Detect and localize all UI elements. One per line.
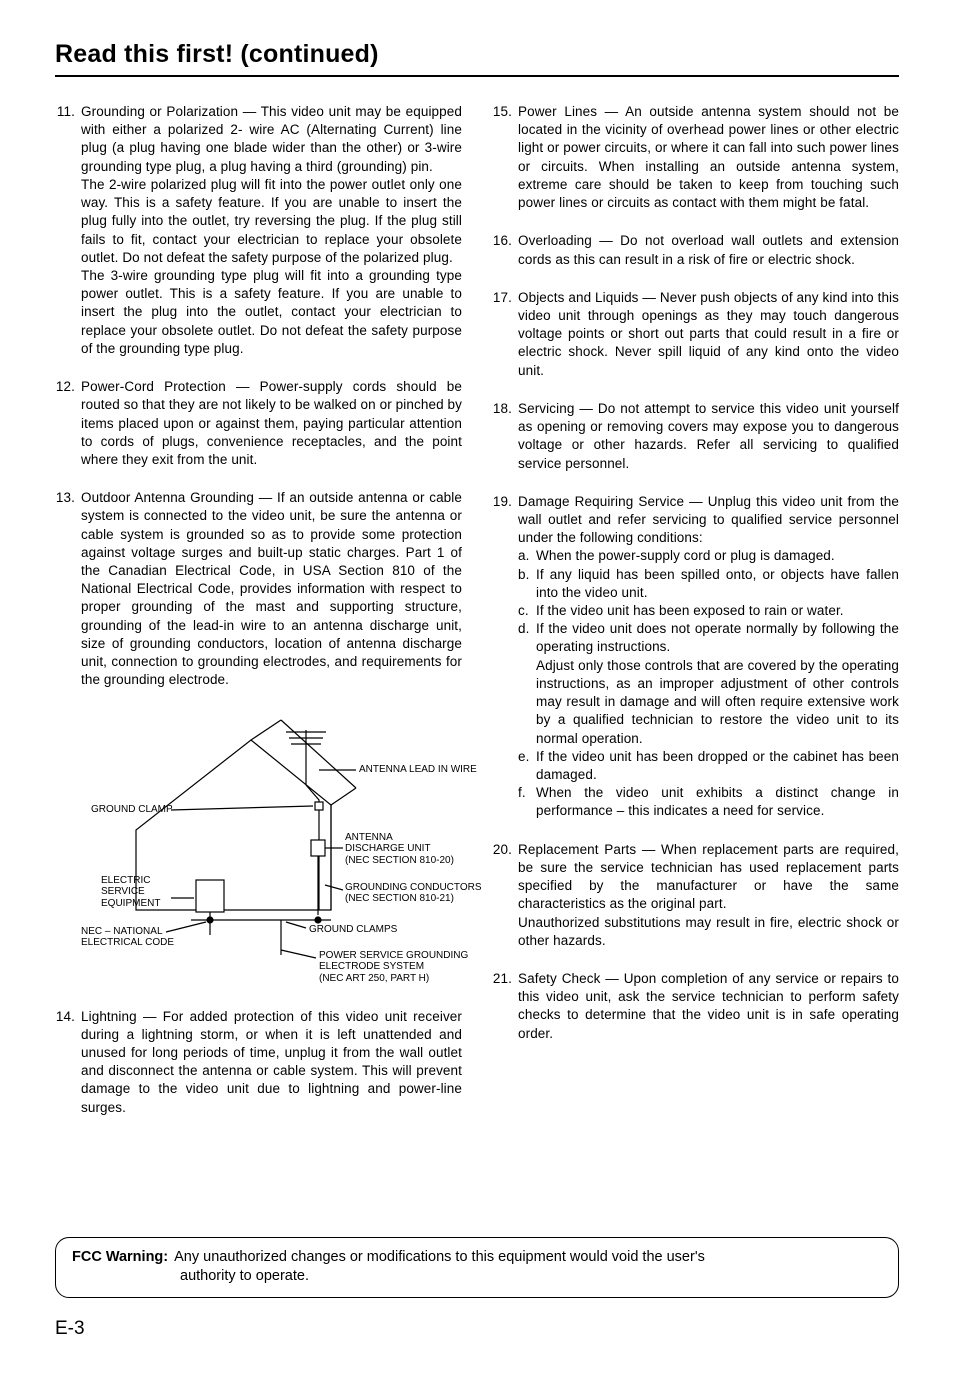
page-number: E-3 — [55, 1318, 899, 1340]
item-number: 15. — [492, 103, 518, 212]
item-text: The 3-wire grounding type plug will fit … — [81, 267, 462, 358]
sub-item-f: f.When the video unit exhibits a distinc… — [518, 784, 899, 820]
item-number: 16. — [492, 232, 518, 268]
left-column: 11. Grounding or Polarization — This vid… — [55, 103, 462, 1137]
item-number: 17. — [492, 289, 518, 380]
diagram-label: ANTENNADISCHARGE UNIT(NEC SECTION 810-20… — [345, 832, 454, 867]
item-text: Damage Requiring Service — Unplug this v… — [518, 493, 899, 548]
item-body: Grounding or Polarization — This video u… — [81, 103, 462, 358]
item-body: Replacement Parts — When replacement par… — [518, 841, 899, 950]
sub-item-a: a.When the power-supply cord or plug is … — [518, 547, 899, 565]
item-text: Replacement Parts — When replacement par… — [518, 841, 899, 914]
item-body: Power-Cord Protection — Power-supply cor… — [81, 378, 462, 469]
item-text: Power Lines — An outside antenna system … — [518, 103, 899, 212]
diagram-label: GROUNDING CONDUCTORS(NEC SECTION 810-21) — [345, 882, 481, 905]
sub-item-e: e.If the video unit has been dropped or … — [518, 748, 899, 784]
item-21: 21. Safety Check — Upon completion of an… — [492, 970, 899, 1043]
title-rule — [55, 75, 899, 77]
item-12: 12. Power-Cord Protection — Power-supply… — [55, 378, 462, 469]
content-columns: 11. Grounding or Polarization — This vid… — [55, 103, 899, 1137]
diagram-label: GROUND CLAMPS — [309, 924, 397, 936]
item-text: Grounding or Polarization — This video u… — [81, 103, 462, 176]
item-text: Safety Check — Upon completion of any se… — [518, 970, 899, 1043]
item-body: Safety Check — Upon completion of any se… — [518, 970, 899, 1043]
fcc-text: Any unauthorized changes or modification… — [174, 1248, 882, 1268]
fcc-label: FCC Warning: — [72, 1248, 174, 1268]
item-16: 16. Overloading — Do not overload wall o… — [492, 232, 899, 268]
item-body: Servicing — Do not attempt to service th… — [518, 400, 899, 473]
item-text: Objects and Liquids — Never push objects… — [518, 289, 899, 380]
item-text: Power-Cord Protection — Power-supply cor… — [81, 378, 462, 469]
item-body: Damage Requiring Service — Unplug this v… — [518, 493, 899, 821]
sub-list: a.When the power-supply cord or plug is … — [518, 547, 899, 820]
diagram-label: GROUND CLAMP — [91, 804, 173, 816]
item-number: 11. — [55, 103, 81, 358]
item-number: 21. — [492, 970, 518, 1043]
item-number: 14. — [55, 1008, 81, 1117]
item-18: 18. Servicing — Do not attempt to servic… — [492, 400, 899, 473]
item-text: Outdoor Antenna Grounding — If an outsid… — [81, 489, 462, 689]
item-text: Overloading — Do not overload wall outle… — [518, 232, 899, 268]
item-text: Unauthorized substitutions may result in… — [518, 914, 899, 950]
diagram-label: ANTENNA LEAD IN WIRE — [359, 764, 477, 776]
fcc-text-cont: authority to operate. — [180, 1267, 882, 1287]
item-number: 18. — [492, 400, 518, 473]
item-body: Overloading — Do not overload wall outle… — [518, 232, 899, 268]
item-number: 13. — [55, 489, 81, 689]
item-number: 12. — [55, 378, 81, 469]
item-body: Power Lines — An outside antenna system … — [518, 103, 899, 212]
diagram-label: NEC – NATIONALELECTRICAL CODE — [81, 926, 174, 949]
sub-item-b: b.If any liquid has been spilled onto, o… — [518, 566, 899, 602]
item-text: Lightning — For added protection of this… — [81, 1008, 462, 1117]
sub-item-d: d.If the video unit does not operate nor… — [518, 620, 899, 748]
item-19: 19. Damage Requiring Service — Unplug th… — [492, 493, 899, 821]
item-text: The 2-wire polarized plug will fit into … — [81, 176, 462, 267]
item-13: 13. Outdoor Antenna Grounding — If an ou… — [55, 489, 462, 689]
right-column: 15. Power Lines — An outside antenna sys… — [492, 103, 899, 1137]
item-17: 17. Objects and Liquids — Never push obj… — [492, 289, 899, 380]
item-body: Objects and Liquids — Never push objects… — [518, 289, 899, 380]
sub-item-c: c.If the video unit has been exposed to … — [518, 602, 899, 620]
item-body: Outdoor Antenna Grounding — If an outsid… — [81, 489, 462, 689]
diagram-label: ELECTRICSERVICEEQUIPMENT — [101, 875, 160, 910]
item-number: 19. — [492, 493, 518, 821]
item-body: Lightning — For added protection of this… — [81, 1008, 462, 1117]
item-text: Servicing — Do not attempt to service th… — [518, 400, 899, 473]
page-title: Read this first! (continued) — [55, 40, 899, 69]
antenna-grounding-diagram: ANTENNA LEAD IN WIRE GROUND CLAMP ELECTR… — [81, 710, 462, 990]
diagram-label: POWER SERVICE GROUNDINGELECTRODE SYSTEM(… — [319, 950, 468, 985]
item-14: 14. Lightning — For added protection of … — [55, 1008, 462, 1117]
item-11: 11. Grounding or Polarization — This vid… — [55, 103, 462, 358]
item-20: 20. Replacement Parts — When replacement… — [492, 841, 899, 950]
item-number: 20. — [492, 841, 518, 950]
fcc-warning-box: FCC Warning: Any unauthorized changes or… — [55, 1237, 899, 1298]
item-15: 15. Power Lines — An outside antenna sys… — [492, 103, 899, 212]
